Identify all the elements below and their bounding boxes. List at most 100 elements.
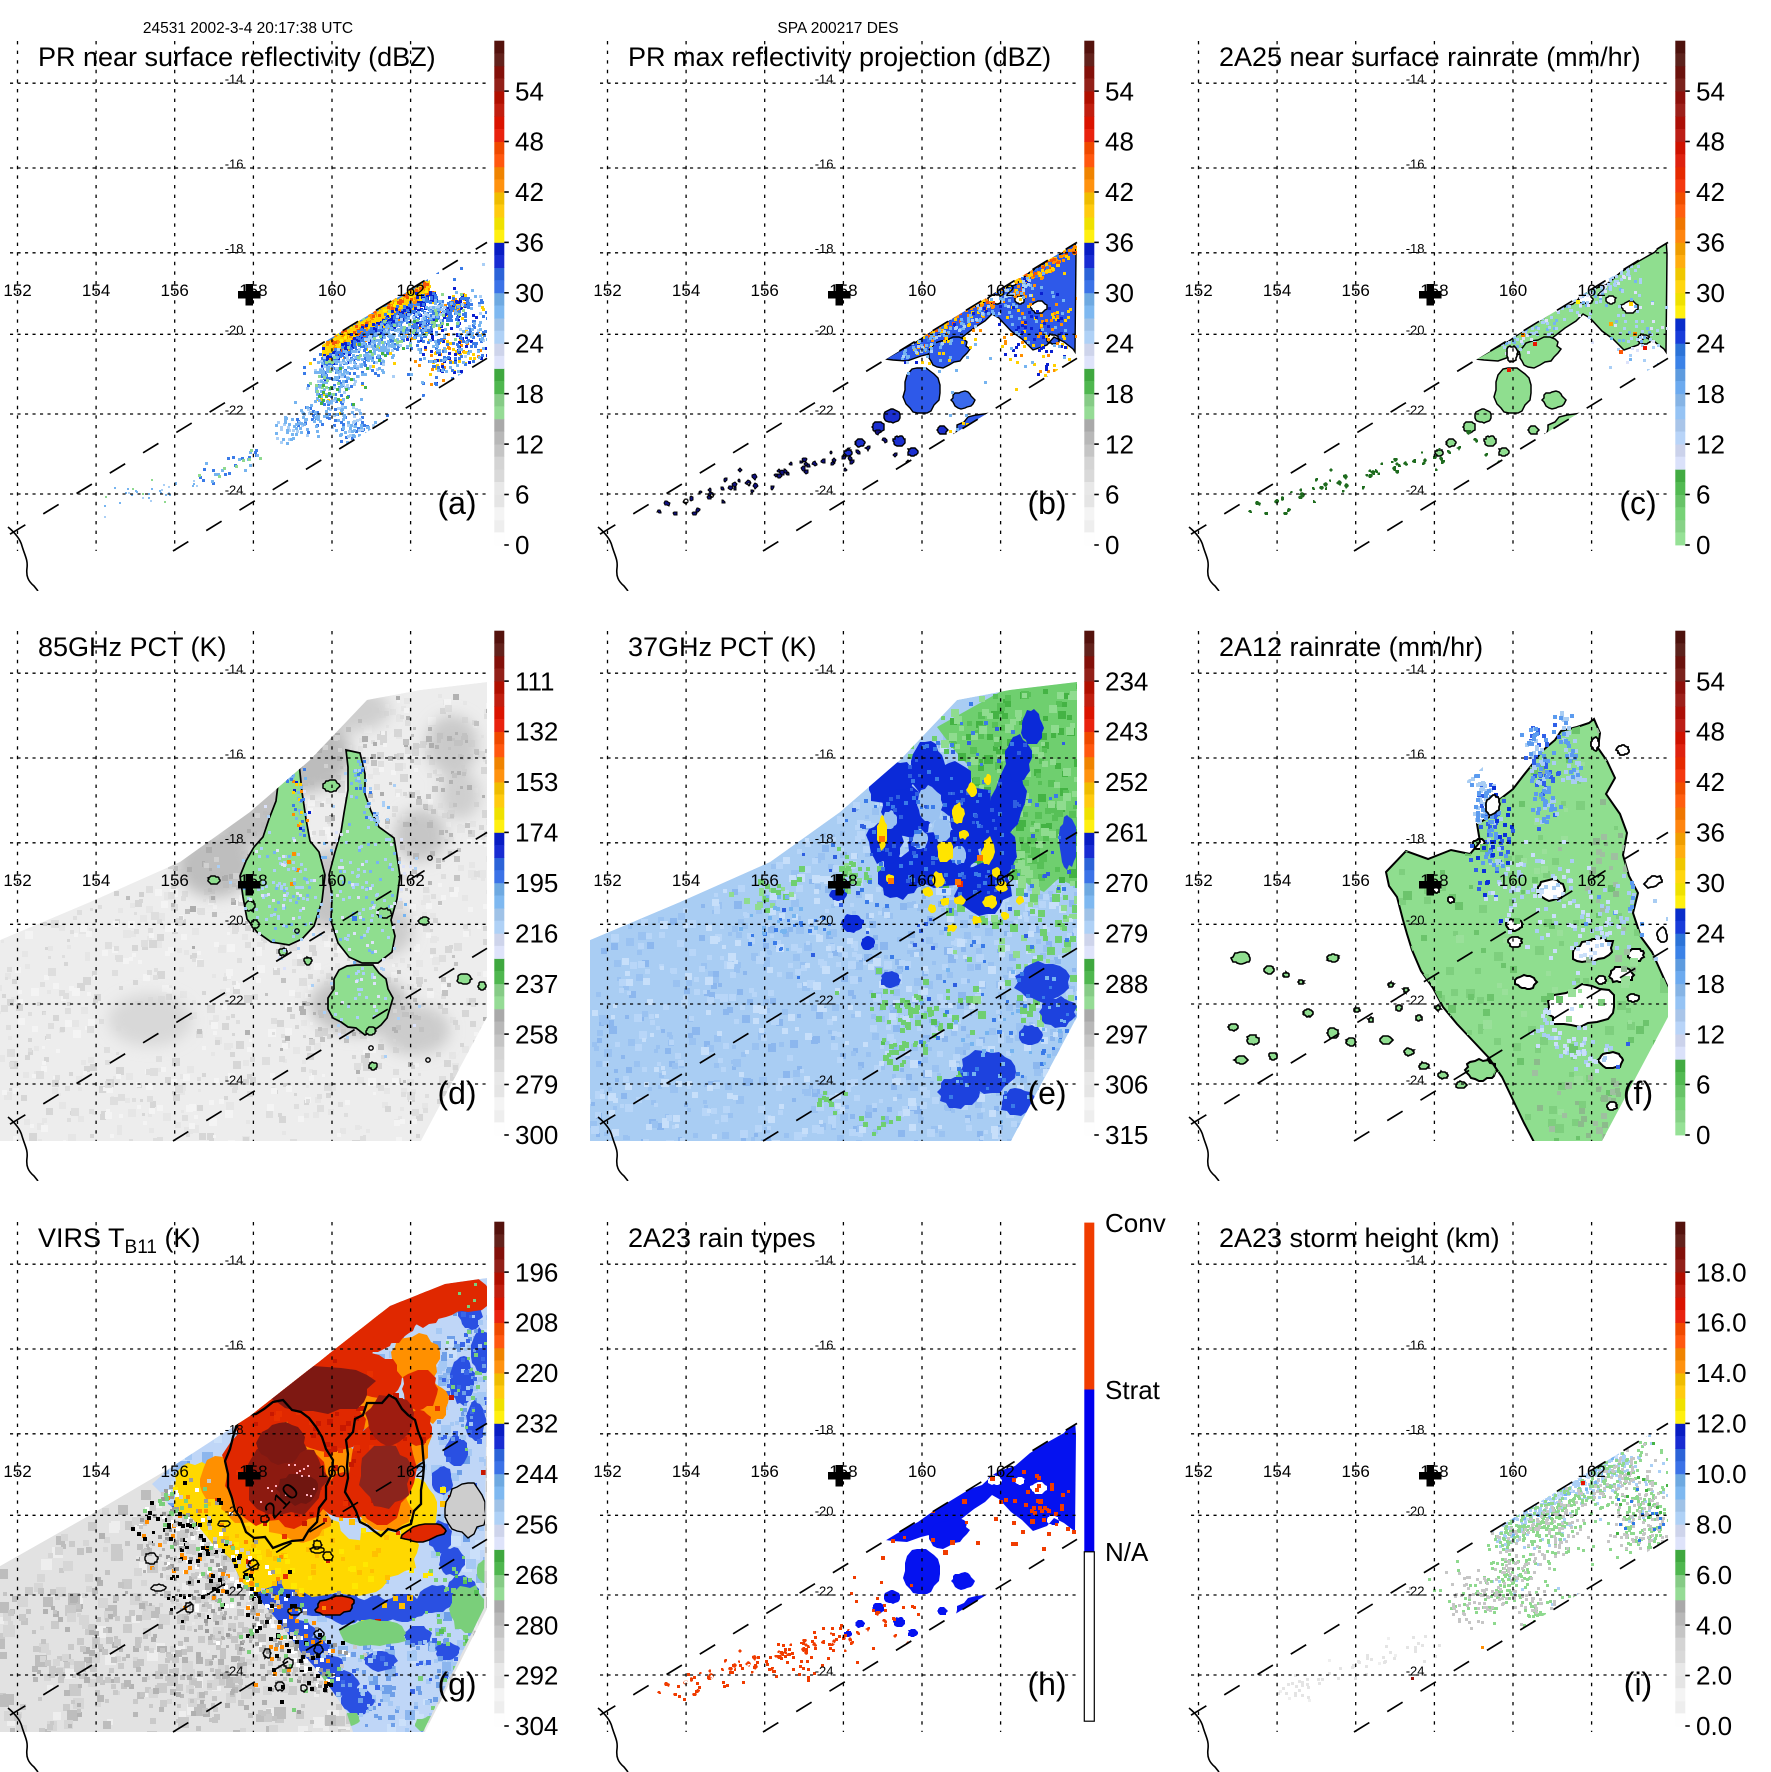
- svg-text:162: 162: [396, 871, 424, 890]
- svg-text:256: 256: [515, 1509, 558, 1539]
- svg-text:85GHz PCT (K): 85GHz PCT (K): [38, 632, 227, 662]
- svg-text:162: 162: [987, 871, 1015, 890]
- svg-text:6.0: 6.0: [1696, 1560, 1732, 1590]
- svg-text:-18: -18: [815, 1422, 834, 1437]
- svg-text:160: 160: [1499, 1462, 1527, 1481]
- svg-text:0: 0: [1696, 1120, 1710, 1150]
- svg-text:-16: -16: [815, 747, 834, 762]
- svg-text:6: 6: [515, 480, 529, 510]
- svg-text:2A23 rain types: 2A23 rain types: [628, 1223, 816, 1253]
- svg-text:156: 156: [751, 1462, 779, 1481]
- svg-text:30: 30: [515, 278, 544, 308]
- svg-text:8.0: 8.0: [1696, 1509, 1732, 1539]
- svg-text:-14: -14: [1405, 72, 1424, 87]
- svg-text:292: 292: [515, 1660, 558, 1690]
- svg-text:-22: -22: [815, 1583, 834, 1598]
- svg-text:154: 154: [82, 1462, 110, 1481]
- svg-text:-20: -20: [815, 913, 834, 928]
- svg-text:268: 268: [515, 1560, 558, 1590]
- svg-text:162: 162: [1577, 871, 1605, 890]
- svg-text:12: 12: [1696, 429, 1725, 459]
- svg-text:12: 12: [515, 429, 544, 459]
- svg-text:208: 208: [515, 1307, 558, 1337]
- svg-text:-20: -20: [1405, 1503, 1424, 1518]
- svg-text:-22: -22: [225, 993, 244, 1008]
- svg-text:-20: -20: [815, 323, 834, 338]
- svg-text:2A25 near surface rainrate (mm: 2A25 near surface rainrate (mm/hr): [1219, 42, 1641, 72]
- svg-text:288: 288: [1105, 969, 1148, 999]
- svg-text:243: 243: [1105, 717, 1148, 747]
- svg-text:195: 195: [515, 868, 558, 898]
- svg-text:16.0: 16.0: [1696, 1307, 1747, 1337]
- svg-text:-16: -16: [815, 156, 834, 171]
- svg-text:237: 237: [515, 969, 558, 999]
- svg-text:18: 18: [1696, 969, 1725, 999]
- svg-text:-16: -16: [225, 1337, 244, 1352]
- svg-text:48: 48: [1696, 717, 1725, 747]
- svg-text:(g): (g): [437, 1666, 476, 1702]
- svg-text:-24: -24: [225, 482, 244, 497]
- svg-text:162: 162: [396, 281, 424, 300]
- svg-text:162: 162: [1577, 281, 1605, 300]
- svg-text:162: 162: [396, 1462, 424, 1481]
- svg-text:156: 156: [161, 281, 189, 300]
- svg-text:152: 152: [1184, 871, 1212, 890]
- svg-text:36: 36: [1105, 228, 1134, 258]
- svg-text:154: 154: [1263, 871, 1291, 890]
- svg-text:-22: -22: [225, 1583, 244, 1598]
- svg-text:-16: -16: [815, 1337, 834, 1352]
- svg-text:36: 36: [1696, 228, 1725, 258]
- svg-text:279: 279: [1105, 919, 1148, 949]
- svg-text:-16: -16: [225, 156, 244, 171]
- svg-text:154: 154: [82, 871, 110, 890]
- svg-text:156: 156: [751, 871, 779, 890]
- svg-text:-24: -24: [815, 482, 834, 497]
- svg-text:24: 24: [515, 328, 544, 358]
- svg-text:-20: -20: [225, 323, 244, 338]
- svg-text:54: 54: [515, 76, 544, 106]
- svg-text:156: 156: [1341, 871, 1369, 890]
- svg-text:244: 244: [515, 1459, 558, 1489]
- svg-text:160: 160: [1499, 871, 1527, 890]
- svg-text:-20: -20: [815, 1503, 834, 1518]
- svg-text:300: 300: [515, 1120, 558, 1150]
- svg-text:42: 42: [1105, 177, 1134, 207]
- svg-text:-16: -16: [225, 747, 244, 762]
- svg-text:24: 24: [1696, 328, 1725, 358]
- svg-text:-24: -24: [815, 1073, 834, 1088]
- svg-text:160: 160: [908, 871, 936, 890]
- svg-text:12: 12: [1105, 429, 1134, 459]
- svg-text:37GHz PCT (K): 37GHz PCT (K): [628, 632, 817, 662]
- svg-text:-20: -20: [1405, 323, 1424, 338]
- svg-text:VIRS TB11 (K): VIRS TB11 (K): [38, 1223, 200, 1258]
- svg-text:160: 160: [318, 871, 346, 890]
- svg-text:152: 152: [594, 281, 622, 300]
- svg-text:42: 42: [1696, 177, 1725, 207]
- svg-text:4.0: 4.0: [1696, 1610, 1732, 1640]
- svg-text:-14: -14: [1405, 662, 1424, 677]
- svg-text:297: 297: [1105, 1020, 1148, 1050]
- svg-text:156: 156: [751, 281, 779, 300]
- svg-text:-24: -24: [1405, 1073, 1424, 1088]
- svg-text:-18: -18: [1405, 241, 1424, 256]
- svg-text:(b): (b): [1028, 485, 1067, 521]
- svg-text:132: 132: [515, 717, 558, 747]
- svg-text:30: 30: [1696, 868, 1725, 898]
- svg-text:-14: -14: [225, 662, 244, 677]
- svg-text:252: 252: [1105, 767, 1148, 797]
- svg-text:156: 156: [161, 1462, 189, 1481]
- svg-text:-14: -14: [815, 1252, 834, 1267]
- svg-text:160: 160: [1499, 281, 1527, 300]
- svg-text:-20: -20: [1405, 913, 1424, 928]
- svg-text:54: 54: [1696, 76, 1725, 106]
- svg-text:258: 258: [515, 1020, 558, 1050]
- svg-text:0: 0: [515, 530, 529, 560]
- svg-text:48: 48: [515, 127, 544, 157]
- svg-text:-14: -14: [225, 1252, 244, 1267]
- svg-text:42: 42: [515, 177, 544, 207]
- svg-text:2A12 rainrate (mm/hr): 2A12 rainrate (mm/hr): [1219, 632, 1483, 662]
- svg-text:42: 42: [1696, 767, 1725, 797]
- svg-text:-18: -18: [225, 241, 244, 256]
- svg-text:-18: -18: [1405, 831, 1424, 846]
- svg-text:154: 154: [1263, 281, 1291, 300]
